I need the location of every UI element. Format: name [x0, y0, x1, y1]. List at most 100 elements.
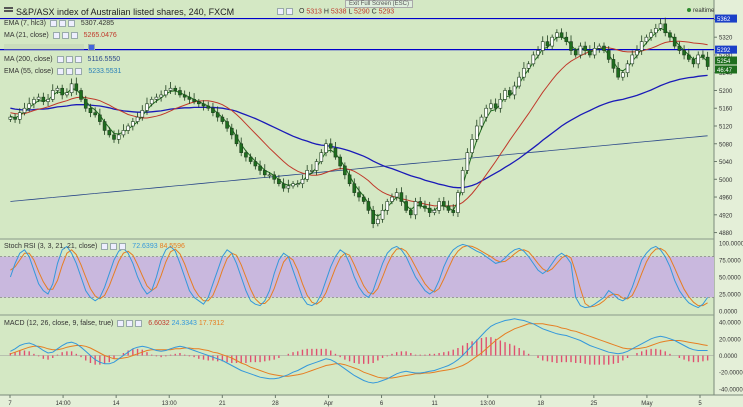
settings-icon[interactable] — [61, 31, 69, 39]
stoch-title-row[interactable]: Stoch RSI (3, 3, 21, 21, close) 72.6393 … — [4, 241, 185, 252]
candle-body — [343, 165, 347, 176]
legend-ema7-value: 5307.4285 — [80, 20, 115, 27]
candle-body — [239, 143, 244, 153]
macd-tick-label: 40.0000 — [719, 321, 741, 327]
macd-title-row[interactable]: MACD (12, 26, close, 9, false, true) 6.6… — [4, 318, 224, 329]
visibility-icon[interactable] — [101, 242, 109, 250]
legend-ema7[interactable]: EMA (7, hlc3) 5307.4285 — [4, 19, 114, 29]
visibility-icon[interactable] — [49, 19, 57, 27]
candle-body — [451, 210, 456, 213]
close-icon[interactable] — [70, 31, 78, 39]
candle-body — [380, 210, 385, 220]
macd-tick-label: 20.0000 — [719, 337, 741, 343]
x-tick-label: 6 — [380, 401, 384, 407]
candle-body — [206, 105, 211, 109]
x-tick-label: 7 — [8, 401, 12, 407]
candle-body — [79, 90, 83, 100]
settings-icon[interactable] — [58, 19, 66, 27]
visibility-icon[interactable] — [117, 319, 125, 327]
candle-body — [154, 96, 159, 100]
legend-ema55[interactable]: EMA (55, close) 5233.5531 — [4, 67, 121, 77]
macd-tick-label: -40.0000 — [719, 387, 743, 393]
candle-body — [201, 103, 206, 107]
x-tick-label: 28 — [272, 401, 279, 407]
candle-body — [423, 205, 427, 209]
candle-body — [427, 207, 432, 213]
candle-body — [413, 201, 418, 216]
candle-body — [281, 183, 286, 189]
close-icon[interactable] — [74, 55, 82, 63]
candle-body — [479, 116, 484, 127]
legend-ma21[interactable]: MA (21, close) 5265.0476 — [4, 31, 117, 41]
candle-body — [555, 32, 559, 38]
toggle-icon[interactable] — [87, 43, 95, 51]
ema55-line — [10, 74, 708, 189]
settings-icon[interactable] — [126, 319, 134, 327]
y-tick-label: 4960 — [719, 196, 733, 202]
candle-body — [286, 185, 291, 189]
close-icon[interactable] — [67, 19, 75, 27]
candle-body — [41, 96, 46, 102]
candle-body — [149, 99, 154, 105]
candle-body — [159, 94, 163, 98]
settings-icon[interactable] — [66, 67, 74, 75]
candle-body — [310, 170, 314, 172]
legend-ma200[interactable]: MA (200, close) 5116.5550 — [4, 55, 120, 65]
stoch-band — [0, 256, 714, 298]
settings-icon[interactable] — [110, 242, 118, 250]
macd-signal-value: 17.7312 — [198, 320, 225, 327]
x-tick-label: Apr — [324, 401, 333, 407]
candle-body — [8, 116, 13, 120]
exit-fullscreen-button[interactable]: Exit Full Screen (ESC) — [345, 0, 414, 8]
legend-hidden-row[interactable] — [4, 43, 95, 53]
y-tick-label: 4920 — [719, 213, 733, 219]
visibility-icon[interactable] — [57, 67, 65, 75]
candle-body — [220, 116, 225, 122]
legend-ma21-value: 5265.0476 — [83, 32, 117, 39]
candle-body — [701, 54, 705, 58]
chart-title: S&P/ASX index of Australian listed share… — [16, 7, 235, 17]
candle-body — [116, 134, 121, 140]
close-icon[interactable] — [135, 319, 143, 327]
stoch-k-value: 72.6393 — [132, 243, 158, 250]
macd-tick-label: -20.0000 — [719, 371, 743, 377]
x-tick-label: 18 — [537, 401, 544, 407]
settings-icon[interactable] — [277, 8, 284, 15]
legend-ma200-value: 5116.5550 — [87, 56, 121, 63]
ohlc-o-key: O — [298, 8, 305, 16]
candle-body — [17, 112, 22, 120]
visibility-icon[interactable] — [56, 55, 64, 63]
x-tick-label: May — [641, 401, 652, 407]
close-icon[interactable] — [75, 67, 83, 75]
realtime-label: realtime — [693, 8, 715, 14]
candle-body — [540, 41, 545, 51]
candle-body — [583, 45, 587, 51]
stoch-tick-label: 0.0000 — [719, 310, 738, 316]
candle-body — [672, 36, 677, 47]
stoch-tick-label: 100.0000 — [719, 242, 743, 248]
close-icon[interactable] — [119, 242, 127, 250]
candle-body — [559, 32, 564, 38]
visibility-icon[interactable] — [52, 31, 60, 39]
x-tick-label: 25 — [591, 401, 598, 407]
candle-body — [639, 41, 644, 51]
stoch-title: Stoch RSI (3, 3, 21, 21, close) — [4, 243, 98, 250]
settings-icon[interactable] — [65, 55, 73, 63]
menu-icon[interactable] — [4, 7, 13, 15]
legend-ma21-label: MA (21, close) — [4, 32, 49, 39]
candle-body — [107, 130, 112, 136]
ohlc-h-key: H — [323, 8, 329, 16]
candle-body — [573, 50, 578, 56]
stoch-d-value: 84.5596 — [159, 243, 185, 250]
y-tick-label: 5160 — [719, 107, 733, 113]
candle-body — [484, 107, 489, 118]
candle-body — [456, 192, 460, 213]
close-icon[interactable] — [286, 8, 293, 15]
candle-body — [291, 183, 295, 187]
candle-body — [305, 170, 309, 180]
candle-body — [27, 103, 32, 109]
countdown-label: 46:47 — [717, 68, 733, 74]
candle-body — [131, 121, 135, 127]
candle-body — [465, 152, 470, 171]
